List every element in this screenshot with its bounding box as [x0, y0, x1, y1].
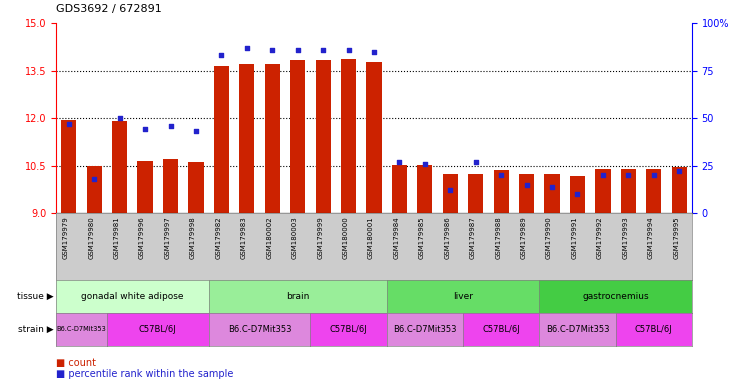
- Text: GSM179981: GSM179981: [114, 217, 120, 259]
- Point: [393, 159, 405, 165]
- Text: GSM180001: GSM180001: [368, 217, 374, 259]
- Text: GSM180002: GSM180002: [266, 217, 272, 259]
- Bar: [443, 174, 458, 213]
- Point: [139, 126, 151, 132]
- Bar: [290, 60, 305, 213]
- Text: gonadal white adipose: gonadal white adipose: [81, 292, 184, 301]
- Bar: [595, 169, 610, 213]
- Text: C57BL/6J: C57BL/6J: [482, 325, 520, 334]
- Point: [88, 176, 100, 182]
- Text: GSM179988: GSM179988: [495, 217, 501, 259]
- Point: [673, 168, 685, 174]
- Point: [571, 191, 583, 197]
- Point: [190, 128, 202, 134]
- Bar: [138, 162, 153, 213]
- Text: liver: liver: [453, 292, 473, 301]
- Point: [419, 161, 431, 167]
- Bar: [672, 167, 687, 213]
- Point: [266, 46, 278, 53]
- Text: GSM179993: GSM179993: [622, 217, 628, 259]
- Point: [63, 121, 75, 127]
- Bar: [341, 60, 356, 213]
- Text: GSM179982: GSM179982: [215, 217, 221, 259]
- Text: GSM179979: GSM179979: [63, 217, 69, 259]
- Text: GSM180003: GSM180003: [292, 217, 298, 259]
- Bar: [265, 64, 280, 213]
- Text: C57BL/6J: C57BL/6J: [635, 325, 672, 334]
- Text: C57BL/6J: C57BL/6J: [330, 325, 367, 334]
- Text: GSM179991: GSM179991: [571, 217, 577, 259]
- Text: GSM179992: GSM179992: [597, 217, 603, 259]
- Text: strain ▶: strain ▶: [18, 325, 53, 334]
- Bar: [61, 120, 76, 213]
- Bar: [646, 169, 661, 213]
- Point: [444, 187, 456, 194]
- Bar: [163, 159, 178, 213]
- Text: B6.C-D7Mit353: B6.C-D7Mit353: [228, 325, 291, 334]
- Text: gastrocnemius: gastrocnemius: [582, 292, 649, 301]
- Text: brain: brain: [286, 292, 310, 301]
- Text: GSM179980: GSM179980: [88, 217, 94, 259]
- Point: [521, 182, 533, 188]
- Point: [622, 172, 634, 178]
- Point: [648, 172, 660, 178]
- Point: [470, 159, 482, 165]
- Text: GSM179989: GSM179989: [521, 217, 527, 259]
- Bar: [214, 66, 229, 213]
- Text: tissue ▶: tissue ▶: [16, 292, 53, 301]
- Text: GSM179999: GSM179999: [317, 217, 323, 259]
- Text: GSM179997: GSM179997: [165, 217, 171, 259]
- Text: GSM179983: GSM179983: [241, 217, 247, 259]
- Point: [343, 46, 355, 53]
- Bar: [570, 176, 585, 213]
- Text: GSM179984: GSM179984: [393, 217, 399, 259]
- Point: [317, 46, 329, 53]
- Text: GSM179987: GSM179987: [470, 217, 476, 259]
- Text: ■ count: ■ count: [56, 358, 96, 368]
- Text: GSM179990: GSM179990: [546, 217, 552, 259]
- Bar: [367, 62, 381, 213]
- Text: GSM179994: GSM179994: [648, 217, 654, 259]
- Point: [241, 45, 253, 51]
- Bar: [417, 165, 432, 213]
- Text: GDS3692 / 672891: GDS3692 / 672891: [56, 4, 162, 14]
- Text: GSM179995: GSM179995: [673, 217, 679, 259]
- Text: GSM179998: GSM179998: [190, 217, 196, 259]
- Text: B6.C-D7Mit353: B6.C-D7Mit353: [546, 325, 609, 334]
- Bar: [87, 166, 102, 213]
- Bar: [519, 174, 534, 213]
- Bar: [545, 174, 560, 213]
- Bar: [316, 60, 331, 213]
- Text: B6.C-D7Mit353: B6.C-D7Mit353: [393, 325, 456, 334]
- Bar: [494, 170, 509, 213]
- Point: [215, 52, 227, 58]
- Text: GSM179996: GSM179996: [139, 217, 145, 259]
- Point: [495, 172, 507, 178]
- Point: [292, 46, 304, 53]
- Text: GSM179986: GSM179986: [444, 217, 450, 259]
- Bar: [621, 169, 636, 213]
- Point: [114, 115, 126, 121]
- Point: [368, 48, 380, 55]
- Bar: [239, 64, 254, 213]
- Text: ■ percentile rank within the sample: ■ percentile rank within the sample: [56, 369, 233, 379]
- Bar: [468, 174, 483, 213]
- Text: C57BL/6J: C57BL/6J: [139, 325, 177, 334]
- Bar: [188, 162, 203, 213]
- Text: GSM179985: GSM179985: [419, 217, 425, 259]
- Point: [165, 122, 177, 129]
- Text: GSM180000: GSM180000: [343, 217, 349, 259]
- Text: B6.C-D7Mit353: B6.C-D7Mit353: [57, 326, 106, 332]
- Point: [597, 172, 609, 178]
- Bar: [392, 165, 407, 213]
- Point: [546, 184, 558, 190]
- Bar: [112, 121, 127, 213]
